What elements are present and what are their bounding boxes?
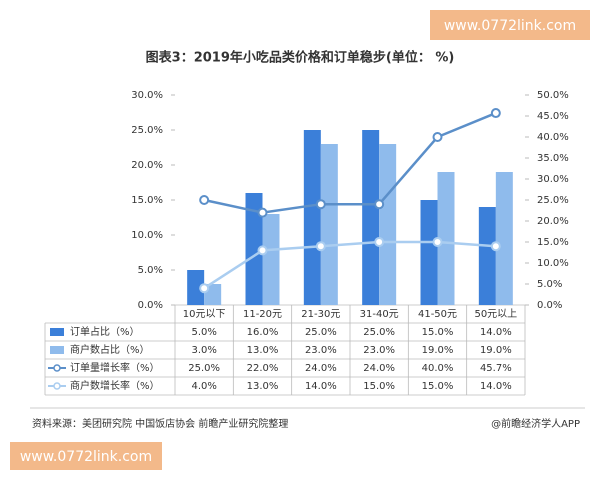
line-point [199, 283, 210, 294]
line-point [374, 199, 385, 210]
line-point [199, 195, 210, 205]
table-value: 24.0% [363, 363, 395, 374]
y2-tick-label: 5.0% [537, 279, 562, 290]
line-point [490, 241, 501, 252]
y-tick-label: 15.0% [131, 195, 163, 206]
watermark-box [430, 10, 590, 40]
bar [187, 270, 205, 305]
table-value: 15.0% [422, 327, 454, 338]
x-tick-label: 10元以下 [183, 309, 226, 320]
line-point [257, 245, 268, 256]
legend-label: 商户数占比（%） [70, 343, 150, 356]
table-value: 45.7% [480, 363, 512, 374]
x-tick-label: 21-30元 [301, 309, 340, 320]
line-point [374, 237, 385, 247]
legend-label: 商户数增长率（%） [70, 379, 160, 392]
bar [379, 144, 397, 305]
line-point [432, 237, 443, 247]
table-value: 25.0% [188, 363, 220, 374]
y2-tick-label: 0.0% [537, 300, 562, 311]
table-value: 19.0% [422, 345, 454, 356]
bar [303, 130, 321, 305]
y-tick-label: 10.0% [131, 230, 163, 241]
watermark: www.0772link.com [444, 18, 576, 34]
table-value: 40.0% [422, 363, 454, 374]
legend-swatch [50, 328, 64, 336]
bar [420, 200, 438, 305]
legend-swatch [50, 346, 64, 354]
table-value: 15.0% [363, 381, 395, 392]
table-value: 25.0% [363, 327, 395, 338]
table-value: 25.0% [305, 327, 337, 338]
table-value: 13.0% [247, 345, 279, 356]
table-value: 5.0% [191, 327, 216, 338]
table-value: 15.0% [422, 381, 454, 392]
bar [437, 172, 455, 305]
credit: @前瞻经济学人APP [491, 417, 580, 430]
y-tick-label: 5.0% [138, 265, 163, 276]
y2-tick-label: 50.0% [537, 90, 569, 101]
line [203, 240, 496, 290]
bar [478, 207, 496, 305]
line [203, 111, 497, 214]
watermark-box [10, 442, 162, 470]
table-value: 14.0% [480, 381, 512, 392]
line-point [257, 207, 268, 218]
table-value: 16.0% [247, 327, 279, 338]
x-tick-label: 11-20元 [243, 309, 282, 320]
bar [245, 193, 263, 305]
y2-tick-label: 35.0% [537, 153, 569, 164]
table-value: 14.0% [305, 381, 337, 392]
table-value: 22.0% [247, 363, 279, 374]
table-value: 13.0% [247, 381, 279, 392]
table-value: 19.0% [480, 345, 512, 356]
table-value: 23.0% [305, 345, 337, 356]
source: 资料来源：美团研究院 中国饭店协会 前瞻产业研究院整理 [32, 417, 288, 430]
legend-swatch [53, 364, 61, 372]
table-value: 23.0% [363, 345, 395, 356]
y2-tick-label: 45.0% [537, 111, 569, 122]
bar [495, 172, 513, 305]
y2-tick-label: 15.0% [537, 237, 569, 248]
x-tick-label: 31-40元 [360, 309, 399, 320]
line-point [490, 108, 501, 119]
table-value: 14.0% [480, 327, 512, 338]
y2-tick-label: 20.0% [537, 216, 569, 227]
legend-label: 订单量增长率（%） [70, 361, 160, 374]
bar [362, 130, 380, 305]
bar [262, 214, 280, 305]
y2-tick-label: 30.0% [537, 174, 569, 185]
y2-tick-label: 25.0% [537, 195, 569, 206]
table-value: 4.0% [191, 381, 216, 392]
chart-title: 图表3：2019年小吃品类价格和订单稳步(单位： %) [146, 50, 455, 66]
y-tick-label: 20.0% [131, 160, 163, 171]
legend-swatch [53, 382, 61, 390]
y-tick-label: 25.0% [131, 125, 163, 136]
x-tick-label: 41-50元 [418, 309, 457, 320]
watermark: www.0772link.com [20, 449, 152, 465]
line-point [315, 199, 326, 210]
table-value: 3.0% [191, 345, 216, 356]
line-point [315, 241, 326, 252]
bar [320, 144, 338, 305]
legend-label: 订单占比（%） [70, 325, 140, 338]
y2-tick-label: 40.0% [537, 132, 569, 143]
x-tick-label: 50元以上 [474, 308, 517, 320]
table-value: 24.0% [305, 363, 337, 374]
y2-tick-label: 10.0% [537, 258, 569, 269]
y-tick-label: 30.0% [131, 90, 163, 101]
y-tick-label: 0.0% [138, 300, 163, 311]
line-point [432, 132, 443, 142]
